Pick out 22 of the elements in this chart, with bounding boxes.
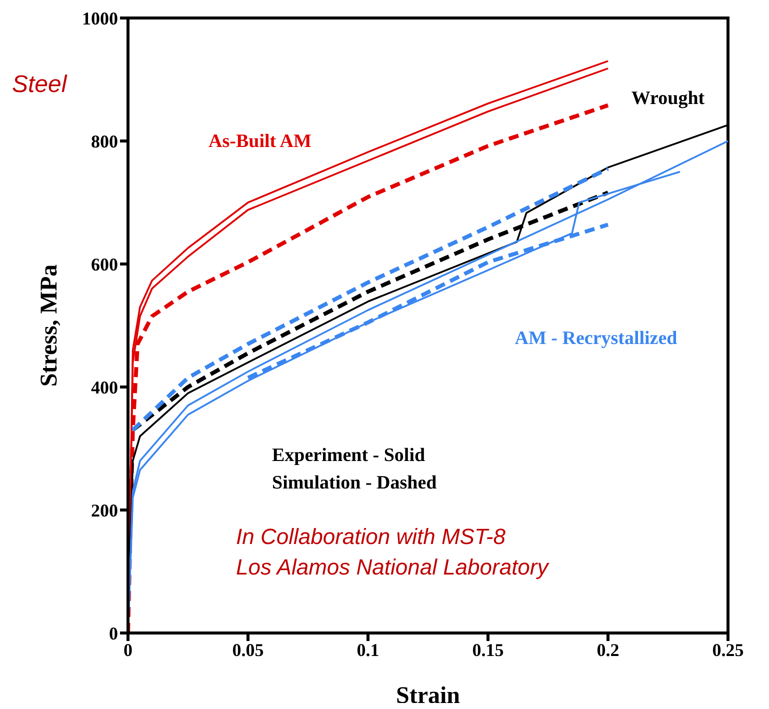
x-tick-label: 0.1 (356, 640, 380, 660)
y-tick-label: 1000 (82, 8, 118, 28)
y-axis-title: Stress, MPa (36, 264, 63, 387)
y-tick-label: 800 (91, 131, 118, 152)
x-tick-label: 0.2 (596, 640, 620, 660)
x-axis-title: Strain (396, 683, 460, 709)
annotation: AM - Recrystallized (514, 328, 678, 349)
annotation: Experiment - Solid (272, 444, 426, 466)
x-tick-label: 0.05 (232, 640, 264, 660)
x-tick-label: 0.25 (712, 640, 744, 660)
annotation: Los Alamos National Laboratory (236, 554, 550, 580)
text: Steel (12, 70, 68, 98)
x-tick-label: 0.15 (472, 640, 504, 660)
y-tick-label: 400 (91, 377, 118, 398)
y-tick-label: 0 (109, 623, 118, 644)
y-tick-label: 200 (91, 500, 118, 520)
y-tick-label: 600 (91, 254, 118, 274)
annotation: Simulation - Dashed (272, 472, 438, 494)
annotation: As-Built AM (208, 131, 312, 152)
annotation: Wrought (631, 88, 706, 110)
annotation: In Collaboration with MST-8 (236, 524, 506, 549)
x-tick-label: 0 (124, 640, 132, 660)
